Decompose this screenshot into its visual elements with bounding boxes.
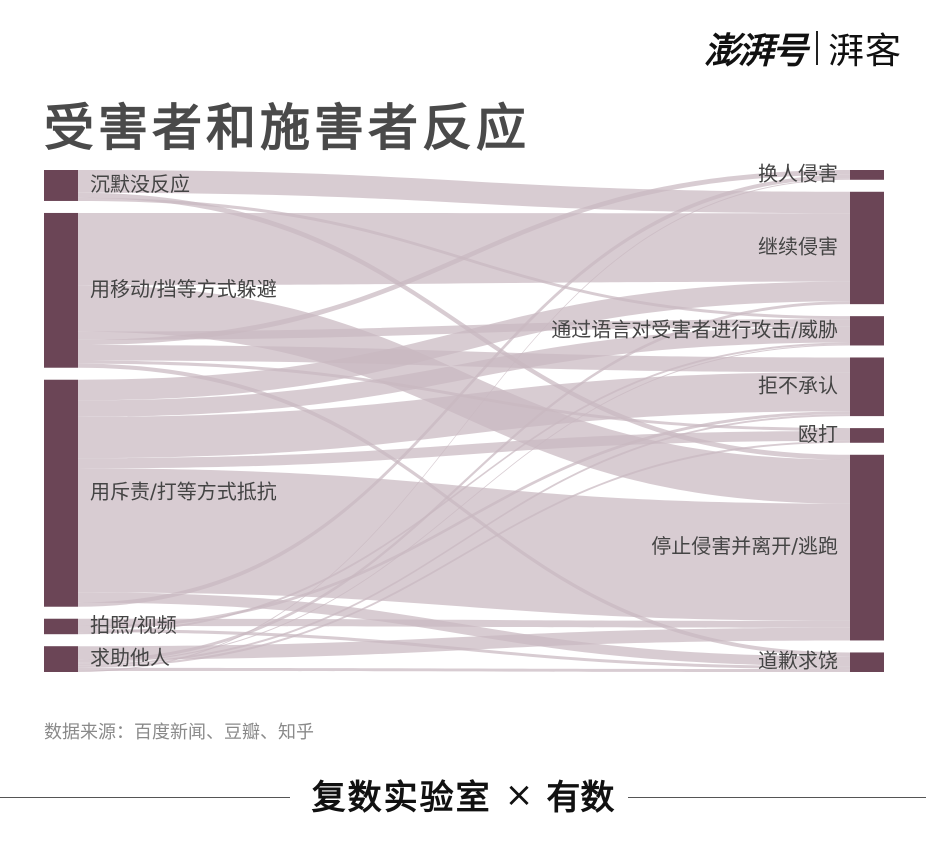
data-source-note: 数据来源：百度新闻、豆瓣、知乎 xyxy=(44,722,314,743)
source-node-求助他人 xyxy=(44,646,78,672)
sankey-link-16 xyxy=(78,174,850,607)
target-node-继续侵害 xyxy=(850,191,884,305)
page-title: 受害者和施害者反应 xyxy=(44,99,530,157)
sankey-link-6 xyxy=(78,170,850,346)
source-node-沉默没反应 xyxy=(44,170,78,201)
sankey-link-20 xyxy=(78,342,850,635)
sankey-links xyxy=(78,170,850,672)
footer-youshu: 有数 xyxy=(546,770,629,819)
sankey-link-7 xyxy=(78,345,850,373)
target-node-道歉求饶 xyxy=(850,652,884,672)
sankey-link-0 xyxy=(78,170,850,214)
target-label-停止侵害并离开-逃跑: 停止侵害并离开/逃跑 xyxy=(651,534,838,558)
target-node-通过语言对受害者进行攻击-威胁 xyxy=(850,316,884,346)
source-label-沉默没反应: 沉默没反应 xyxy=(90,172,190,196)
source-label-用斥责-打等方式抵抗: 用斥责/打等方式抵抗 xyxy=(90,480,277,504)
target-node-殴打 xyxy=(850,428,884,443)
target-node-拒不承认 xyxy=(850,357,884,417)
source-label-用移动-挡等方式躲避: 用移动/挡等方式躲避 xyxy=(90,277,277,301)
sankey-link-13 xyxy=(78,431,850,469)
sankey-link-11 xyxy=(78,326,850,417)
sankey-link-22 xyxy=(78,301,850,663)
footer-rule-left xyxy=(0,797,290,798)
brand-logo: 澎湃号 湃客 xyxy=(704,22,902,74)
footer-cross: × xyxy=(496,774,542,815)
target-label-道歉求饶: 道歉求饶 xyxy=(758,649,838,673)
brand-paike: 湃客 xyxy=(827,31,902,72)
footer-lab-name: 复数实验室 xyxy=(297,770,492,819)
sankey-link-23 xyxy=(78,344,850,664)
sankey-link-5 xyxy=(78,319,850,340)
target-label-拒不承认: 拒不承认 xyxy=(758,373,838,397)
source-label-拍照-视频: 拍照/视频 xyxy=(90,613,177,637)
sankey-link-27 xyxy=(78,178,850,672)
sankey-link-18 xyxy=(78,411,850,630)
footer-rule-right xyxy=(611,797,926,798)
sankey-nodes xyxy=(44,170,884,672)
sankey-link-26 xyxy=(78,667,850,672)
brand-pengpai: 澎湃号 xyxy=(703,31,808,72)
sankey-link-12 xyxy=(78,372,850,459)
target-label-继续侵害: 继续侵害 xyxy=(758,234,838,258)
target-label-殴打: 殴打 xyxy=(798,422,838,446)
target-label-换人侵害: 换人侵害 xyxy=(758,161,838,185)
target-node-换人侵害 xyxy=(850,170,884,180)
target-label-通过语言对受害者进行攻击-威胁: 通过语言对受害者进行攻击/威胁 xyxy=(551,317,838,341)
source-node-用斥责-打等方式抵抗 xyxy=(44,379,78,607)
sankey-link-25 xyxy=(78,440,850,668)
sankey-link-24 xyxy=(78,414,850,666)
source-node-拍照-视频 xyxy=(44,618,78,635)
footer: 复数实验室 × 有数 xyxy=(0,770,926,826)
sankey-link-3 xyxy=(78,212,850,286)
sankey-link-10 xyxy=(78,281,850,401)
sankey-link-14 xyxy=(78,468,850,621)
source-node-用移动-挡等方式躲避 xyxy=(44,212,78,368)
source-label-求助他人: 求助他人 xyxy=(90,646,170,670)
brand-divider xyxy=(815,31,818,65)
sankey-link-15 xyxy=(78,592,850,667)
sankey-link-21 xyxy=(78,627,850,660)
sankey-link-17 xyxy=(78,618,850,628)
target-node-停止侵害并离开-逃跑 xyxy=(850,454,884,641)
